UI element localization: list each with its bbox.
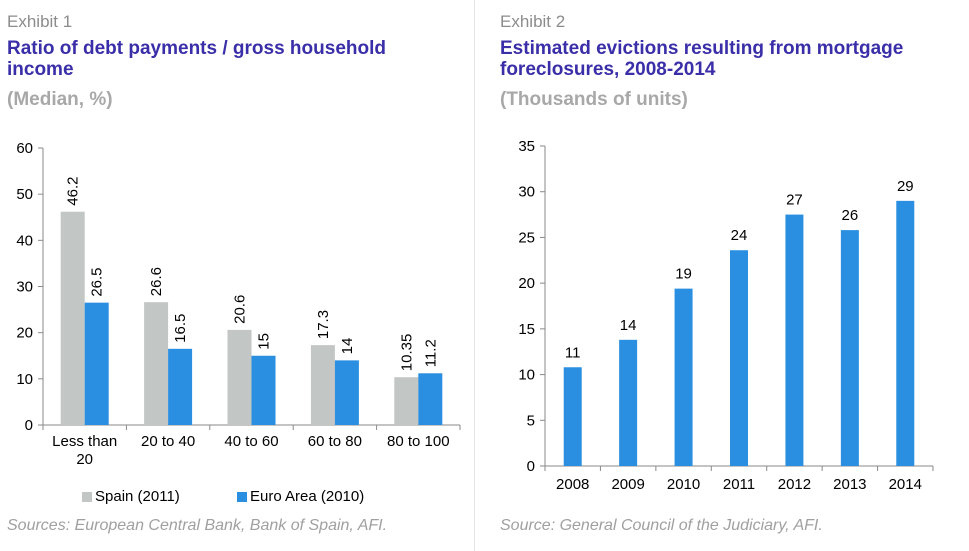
exhibit-2-title-line2: foreclosures, 2008-2014: [500, 59, 716, 80]
exhibit-1-source: Sources: European Central Bank, Bank of …: [7, 517, 388, 534]
bar-evictions: [619, 339, 638, 466]
data-label: 27: [786, 192, 803, 209]
bar-euro-area: [418, 373, 443, 425]
data-label: 24: [731, 227, 748, 244]
bar-euro-area: [84, 302, 109, 425]
data-label: 46.2: [65, 177, 82, 206]
data-label: 26.5: [89, 267, 106, 296]
bar-evictions: [785, 214, 804, 466]
exhibit-1-title-line2: income: [7, 59, 74, 80]
y-tick-label: 35: [518, 138, 535, 155]
x-tick-label: 40 to 60: [224, 433, 278, 450]
bar-euro-area: [168, 348, 193, 425]
bar-spain: [310, 345, 335, 425]
exhibit-2-title-line1: Estimated evictions resulting from mortg…: [500, 38, 904, 59]
bar-evictions: [840, 230, 859, 466]
bar-spain: [60, 211, 85, 425]
x-tick-label: 2014: [889, 476, 922, 493]
bar-euro-area: [251, 355, 276, 425]
y-tick-label: 30: [518, 184, 535, 201]
data-label: 10.35: [398, 334, 415, 372]
y-tick-label: 30: [16, 279, 33, 296]
y-tick-label: 10: [16, 371, 33, 388]
legend-spain: Spain (2011): [82, 488, 180, 505]
x-tick-label: 20: [76, 451, 93, 468]
legend-euro-area: Euro Area (2010): [237, 488, 364, 505]
x-tick-label: 2009: [611, 476, 644, 493]
exhibit-2-source: Source: General Council of the Judiciary…: [500, 517, 823, 534]
y-tick-label: 15: [518, 321, 535, 338]
x-tick-label: 2011: [723, 476, 755, 493]
bar-spain: [144, 302, 169, 425]
data-label: 14: [620, 317, 637, 334]
bar-evictions: [674, 288, 693, 466]
data-label: 29: [897, 178, 914, 195]
data-label: 11: [565, 344, 581, 361]
y-tick-label: 50: [16, 186, 33, 203]
x-tick-label: Less than: [52, 433, 117, 450]
exhibit-1-subtitle: (Median, %): [7, 89, 113, 110]
exhibit-1-panel: Exhibit 1 Ratio of debt payments / gross…: [0, 0, 475, 551]
legend-euro-area-label: Euro Area (2010): [250, 488, 365, 505]
bar-spain: [394, 377, 419, 425]
y-tick-label: 60: [16, 140, 33, 157]
exhibit-2-label: Exhibit 2: [500, 12, 566, 31]
data-label: 11.2: [422, 339, 439, 367]
x-tick-label: 2012: [778, 476, 811, 493]
bar-evictions: [896, 200, 915, 466]
exhibit-2-title: Estimated evictions resulting from mortg…: [500, 38, 903, 80]
x-tick-label: 60 to 80: [308, 433, 362, 450]
x-tick-label: 20 to 40: [141, 433, 195, 450]
exhibit-2-bar-chart: 0 5 10 15 20 25 30 35 2008 11 2009 14 2010 19 2011 24 20…: [518, 138, 934, 493]
bar-spain: [227, 329, 252, 425]
data-label: 26.6: [148, 267, 165, 296]
legend-spain-label: Spain (2011): [95, 488, 180, 505]
y-tick-label: 20: [518, 275, 535, 292]
data-label: 26: [842, 207, 859, 224]
exhibit-1-title-line1: Ratio of debt payments / gross household: [7, 38, 386, 59]
x-tick-label: 2010: [667, 476, 700, 493]
data-label: 19: [675, 266, 692, 283]
data-label: 17.3: [315, 310, 332, 339]
bar-evictions: [563, 367, 582, 466]
bar-euro-area: [334, 360, 359, 425]
exhibit-1-title: Ratio of debt payments / gross household…: [7, 38, 386, 80]
y-tick-label: 0: [527, 458, 535, 475]
data-label: 20.6: [232, 295, 249, 324]
exhibit-2-subtitle: (Thousands of units): [500, 89, 688, 110]
legend-euro-area-swatch: [237, 491, 247, 502]
y-tick-label: 20: [16, 325, 33, 342]
legend-spain-swatch: [82, 491, 92, 502]
bar-evictions: [730, 250, 748, 466]
x-tick-label: 2013: [833, 476, 866, 493]
exhibit-1-label: Exhibit 1: [7, 12, 73, 31]
x-tick-label: 80 to 100: [387, 433, 450, 450]
y-tick-label: 25: [518, 229, 535, 246]
y-tick-label: 0: [25, 417, 33, 434]
y-tick-label: 5: [527, 412, 535, 429]
data-label: 14: [339, 338, 356, 355]
y-tick-label: 10: [518, 367, 535, 384]
data-label: 15: [256, 333, 273, 350]
data-label: 16.5: [172, 314, 189, 343]
exhibit-2-panel: Exhibit 2 Estimated evictions resulting …: [490, 0, 968, 551]
y-tick-label: 40: [16, 232, 33, 249]
x-tick-label: 2008: [556, 476, 589, 493]
